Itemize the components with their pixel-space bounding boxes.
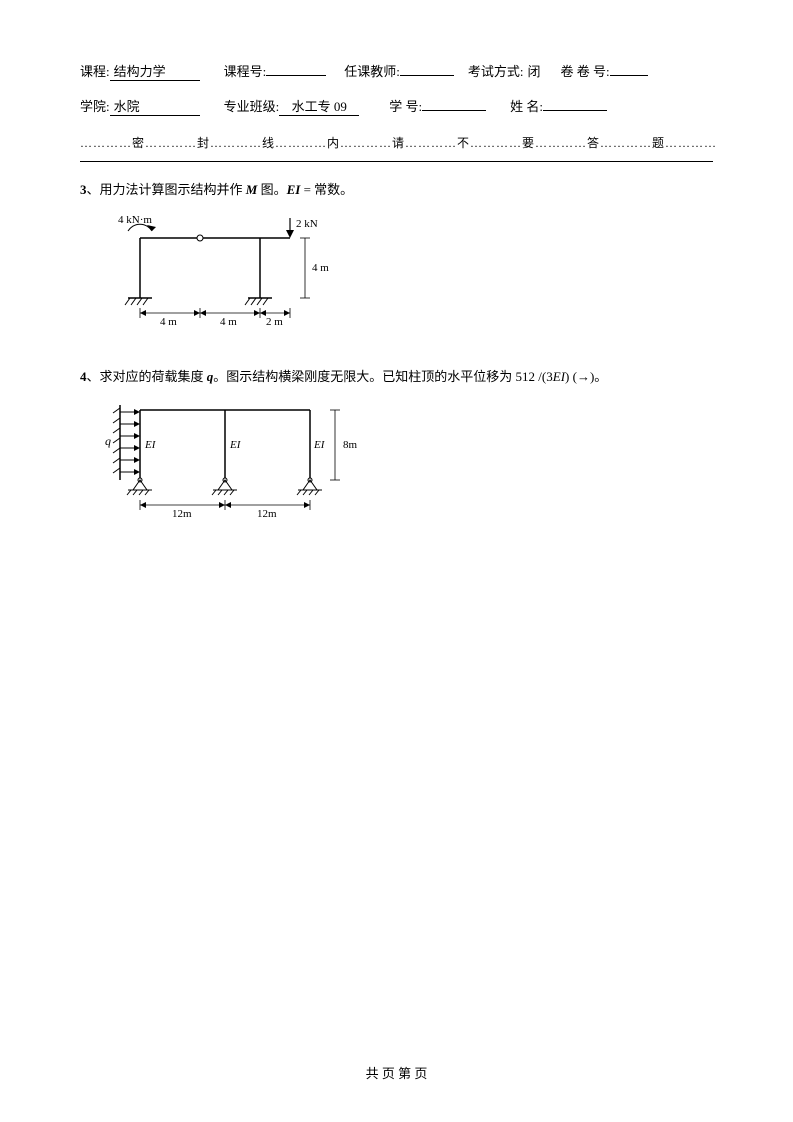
course-label: 课程: bbox=[80, 61, 110, 80]
figure-q3: 4 kN·m 2 kN 4 m 4 m 4 m 2 m bbox=[100, 213, 713, 337]
footer-text: 共 页 第 页 bbox=[366, 1066, 428, 1081]
teacher-label: 任课教师: bbox=[344, 61, 400, 80]
seal-line-text: …………密…………封…………线…………内…………请…………不…………要…………答… bbox=[80, 134, 713, 151]
header-row-1: 课程: 结构力学 课程号: 任课教师: 考试方式: 闭 卷 卷 号: bbox=[80, 60, 713, 81]
figure-q3-svg: 4 kN·m 2 kN 4 m 4 m 4 m 2 m bbox=[100, 213, 330, 333]
q4-sep: 、 bbox=[87, 369, 100, 384]
q4-EI: EI bbox=[553, 369, 565, 384]
id-label: 学 号: bbox=[389, 96, 422, 115]
q3-M: M bbox=[246, 182, 258, 197]
q4-dim-8m: 8m bbox=[343, 439, 358, 451]
paper-value bbox=[610, 60, 648, 76]
exam-type-value: 闭 bbox=[528, 61, 541, 80]
course-value: 结构力学 bbox=[110, 61, 200, 81]
q3-dim-2m: 2 m bbox=[266, 316, 283, 328]
q3-EI: EI bbox=[287, 182, 301, 197]
support-mid bbox=[212, 478, 237, 495]
header-row-2: 学院: 水院 专业班级: 水工专 09 学 号: 姓 名: bbox=[80, 95, 713, 116]
rule-line bbox=[80, 161, 713, 162]
q3-dim-4m-1: 4 m bbox=[160, 316, 177, 328]
q3-text-c: = 常数。 bbox=[300, 182, 353, 197]
q3-moment-label: 4 kN·m bbox=[118, 214, 152, 226]
support-left bbox=[127, 478, 152, 495]
q4-q-label: q bbox=[105, 434, 111, 448]
q4-dim-12m-1: 12m bbox=[172, 508, 192, 520]
q4-disp2: ) (→) bbox=[565, 369, 594, 384]
class-label: 专业班级: bbox=[224, 96, 280, 115]
class-value: 水工专 09 bbox=[279, 96, 359, 116]
id-value bbox=[422, 95, 486, 111]
q3-dim-4m-2: 4 m bbox=[220, 316, 237, 328]
question-3: 3、用力法计算图示结构并作 M 图。EI = 常数。 bbox=[80, 180, 713, 201]
support-right bbox=[297, 478, 322, 495]
course-no-value bbox=[266, 60, 326, 76]
q4-disp: 512 /(3 bbox=[516, 369, 553, 384]
footer: 共 页 第 页 bbox=[0, 1063, 793, 1082]
q4-EI-2: EI bbox=[229, 439, 242, 451]
paper-label: 卷 卷 号: bbox=[561, 61, 610, 80]
q4-text-a: 求对应的荷载集度 bbox=[100, 369, 207, 384]
school-value: 水院 bbox=[110, 96, 200, 116]
page: 课程: 结构力学 课程号: 任课教师: 考试方式: 闭 卷 卷 号: 学院: 水… bbox=[0, 0, 793, 1122]
figure-q4-svg: q bbox=[100, 400, 360, 520]
name-value bbox=[543, 95, 607, 111]
q3-dim-h: 4 m bbox=[312, 262, 329, 274]
q4-dim-12m-2: 12m bbox=[257, 508, 277, 520]
q4-text-b: 。图示结构横梁刚度无限大。已知柱顶的水平位移为 bbox=[213, 369, 515, 384]
q3-text-b: 图。 bbox=[257, 182, 286, 197]
q4-EI-1: EI bbox=[144, 439, 157, 451]
figure-q4: q bbox=[100, 400, 713, 524]
q3-text-a: 用力法计算图示结构并作 bbox=[100, 182, 246, 197]
name-label: 姓 名: bbox=[510, 96, 543, 115]
teacher-value bbox=[400, 60, 454, 76]
question-4: 4、求对应的荷载集度 q。图示结构横梁刚度无限大。已知柱顶的水平位移为 512 … bbox=[80, 367, 713, 388]
q3-point-label: 2 kN bbox=[296, 218, 318, 230]
school-label: 学院: bbox=[80, 96, 110, 115]
q3-sep: 、 bbox=[87, 182, 100, 197]
course-no-label: 课程号: bbox=[224, 61, 267, 80]
exam-type-label: 考试方式: bbox=[468, 61, 524, 80]
q4-EI-3: EI bbox=[313, 439, 326, 451]
q4-text-c: 。 bbox=[594, 369, 607, 384]
